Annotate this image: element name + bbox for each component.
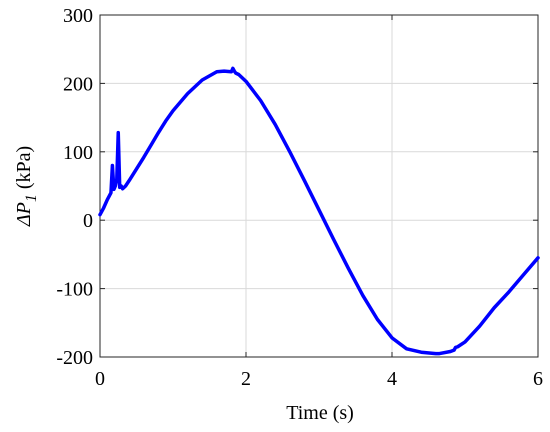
- tick-labels: 0 2 4 6 -200 -100 0 100 200 300: [56, 5, 543, 390]
- x-tick-label: 6: [533, 368, 543, 390]
- axis-ticks: [99, 14, 539, 358]
- x-tick-label: 4: [387, 368, 397, 390]
- y-tick-label: -100: [56, 279, 93, 301]
- x-tick-label: 2: [241, 368, 251, 390]
- y-tick-label: 0: [83, 210, 93, 232]
- y-axis-label-subscript: 1: [23, 194, 40, 202]
- y-axis-label-main: ΔP: [13, 202, 35, 227]
- y-tick-label: 100: [63, 142, 93, 164]
- y-tick-label: 300: [63, 5, 93, 27]
- y-axis-label: ΔP1 (kPa): [13, 146, 40, 227]
- plot-area-border: [99, 14, 539, 358]
- y-axis-label-unit: (kPa): [13, 146, 35, 194]
- x-tick-label: 0: [95, 368, 105, 390]
- y-tick-label: -200: [56, 347, 93, 369]
- x-axis-label: Time (s): [286, 402, 354, 424]
- series-line: [98, 66, 540, 356]
- y-tick-label: 200: [63, 73, 93, 95]
